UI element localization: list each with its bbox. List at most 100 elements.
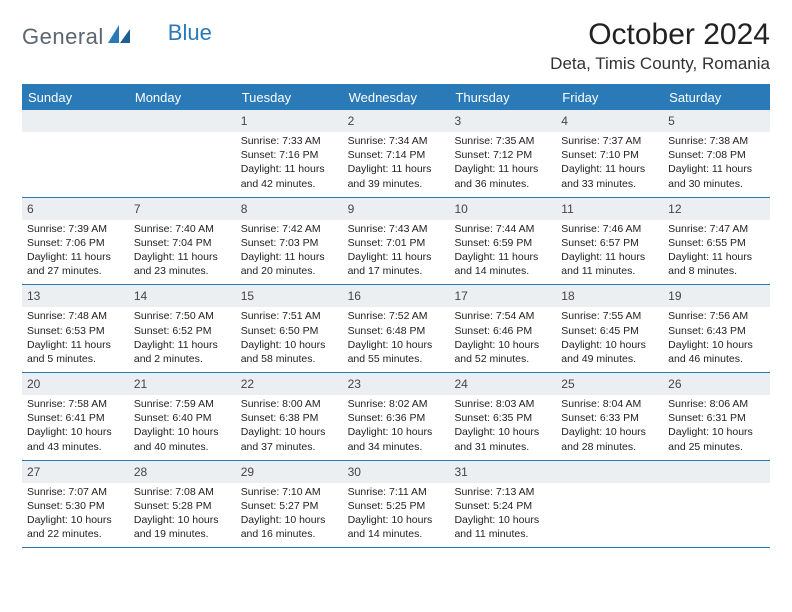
day-number: 5 [668,114,675,128]
day-cell: 28Sunrise: 7:08 AMSunset: 5:28 PMDayligh… [129,461,236,548]
day-details: Sunrise: 7:42 AMSunset: 7:03 PMDaylight:… [236,220,343,285]
day-details: Sunrise: 7:54 AMSunset: 6:46 PMDaylight:… [449,307,556,372]
day-number-bar: 31 [449,461,556,483]
day-number: 16 [348,289,361,303]
week-row: 27 Sunrise: 7:07 AMSunset: 5:30 PMDayligh… [22,461,770,549]
day-header: Wednesday [343,86,450,110]
day-number: 4 [561,114,568,128]
day-number-bar: 3 [449,110,556,132]
day-number: 23 [348,377,361,391]
day-details: Sunrise: 7:56 AMSunset: 6:43 PMDaylight:… [663,307,770,372]
day-number: 28 [134,465,147,479]
day-cell: 20 Sunrise: 7:58 AMSunset: 6:41 PMDayligh… [22,373,129,460]
day-cell: 13 Sunrise: 7:48 AMSunset: 6:53 PMDayligh… [22,285,129,372]
day-cell: 19 Sunrise: 7:56 AMSunset: 6:43 PMDayligh… [663,285,770,372]
day-number: 6 [27,202,34,216]
day-cell: 5Sunrise: 7:38 AMSunset: 7:08 PMDaylight… [663,110,770,197]
day-number-bar: 12 [663,198,770,220]
day-number-bar: 11 [556,198,663,220]
day-number: 20 [27,377,40,391]
day-details: Sunrise: 7:35 AMSunset: 7:12 PMDaylight:… [449,132,556,197]
day-number-bar: 30 [343,461,450,483]
day-number: 24 [454,377,467,391]
day-number-bar: 5 [663,110,770,132]
day-cell: 30Sunrise: 7:11 AMSunset: 5:25 PMDayligh… [343,461,450,548]
day-number: 22 [241,377,254,391]
weeks-container: . . 1 Sunrise: 7:33 AMSunset: 7:16 PMDayl… [22,110,770,548]
day-number-bar: 25 [556,373,663,395]
day-number: 1 [241,114,248,128]
day-cell: 3Sunrise: 7:35 AMSunset: 7:12 PMDaylight… [449,110,556,197]
day-number: 25 [561,377,574,391]
day-number-bar: 18 [556,285,663,307]
day-details: Sunrise: 7:43 AMSunset: 7:01 PMDaylight:… [343,220,450,285]
day-number-bar: 22 [236,373,343,395]
day-cell: 6Sunrise: 7:39 AMSunset: 7:06 PMDaylight… [22,198,129,285]
month-title: October 2024 [550,18,770,52]
day-cell: 4Sunrise: 7:37 AMSunset: 7:10 PMDaylight… [556,110,663,197]
day-number-bar: 24 [449,373,556,395]
day-number-bar: 28 [129,461,236,483]
day-cell: 31Sunrise: 7:13 AMSunset: 5:24 PMDayligh… [449,461,556,548]
day-details: Sunrise: 7:44 AMSunset: 6:59 PMDaylight:… [449,220,556,285]
day-number-bar: 1 [236,110,343,132]
day-number: 12 [668,202,681,216]
day-number: 14 [134,289,147,303]
empty-cell: . [129,110,236,197]
day-number-bar: 8 [236,198,343,220]
day-cell: 26Sunrise: 8:06 AMSunset: 6:31 PMDayligh… [663,373,770,460]
day-cell: 8 Sunrise: 7:42 AMSunset: 7:03 PMDaylight… [236,198,343,285]
day-cell: 12 Sunrise: 7:47 AMSunset: 6:55 PMDayligh… [663,198,770,285]
day-number-bar: 26 [663,373,770,395]
day-details: Sunrise: 7:33 AMSunset: 7:16 PMDaylight:… [236,132,343,197]
day-number-bar: 10 [449,198,556,220]
day-details: Sunrise: 7:11 AMSunset: 5:25 PMDaylight:… [343,483,450,548]
day-details: Sunrise: 7:48 AMSunset: 6:53 PMDaylight:… [22,307,129,372]
day-cell: 15Sunrise: 7:51 AMSunset: 6:50 PMDayligh… [236,285,343,372]
day-header: Friday [556,86,663,110]
day-number: 18 [561,289,574,303]
day-header: Monday [129,86,236,110]
day-cell: 10Sunrise: 7:44 AMSunset: 6:59 PMDayligh… [449,198,556,285]
day-number: 13 [27,289,40,303]
day-details: Sunrise: 7:47 AMSunset: 6:55 PMDaylight:… [663,220,770,285]
day-details: Sunrise: 8:02 AMSunset: 6:36 PMDaylight:… [343,395,450,460]
day-details: Sunrise: 7:46 AMSunset: 6:57 PMDaylight:… [556,220,663,285]
day-number: 2 [348,114,355,128]
empty-cell: . [22,110,129,197]
day-details: Sunrise: 7:52 AMSunset: 6:48 PMDaylight:… [343,307,450,372]
day-number-bar: 14 [129,285,236,307]
day-details: Sunrise: 7:50 AMSunset: 6:52 PMDaylight:… [129,307,236,372]
day-cell: 14 Sunrise: 7:50 AMSunset: 6:52 PMDayligh… [129,285,236,372]
day-details: Sunrise: 7:40 AMSunset: 7:04 PMDaylight:… [129,220,236,285]
day-header: Tuesday [236,86,343,110]
day-cell: 9 Sunrise: 7:43 AMSunset: 7:01 PMDaylight… [343,198,450,285]
week-row: 6Sunrise: 7:39 AMSunset: 7:06 PMDaylight… [22,198,770,286]
day-number-bar: . [556,461,663,483]
day-number: 9 [348,202,355,216]
day-number: 8 [241,202,248,216]
day-number-bar: 4 [556,110,663,132]
day-number-bar: 13 [22,285,129,307]
day-details: Sunrise: 7:55 AMSunset: 6:45 PMDaylight:… [556,307,663,372]
day-number-bar: 27 [22,461,129,483]
day-details: Sunrise: 7:58 AMSunset: 6:41 PMDaylight:… [22,395,129,460]
day-details: Sunrise: 8:00 AMSunset: 6:38 PMDaylight:… [236,395,343,460]
header: General Blue October 2024 Deta, Timis Co… [22,18,770,80]
day-cell: 23 Sunrise: 8:02 AMSunset: 6:36 PMDayligh… [343,373,450,460]
day-number: 26 [668,377,681,391]
day-header-row: SundayMondayTuesdayWednesdayThursdayFrid… [22,86,770,110]
day-number: 27 [27,465,40,479]
brand-logo: General Blue [22,18,212,50]
day-number: 31 [454,465,467,479]
day-number: 7 [134,202,141,216]
day-number-bar: 7 [129,198,236,220]
empty-cell: . [663,461,770,548]
day-header: Sunday [22,86,129,110]
day-number: 15 [241,289,254,303]
day-number-bar: 9 [343,198,450,220]
location-text: Deta, Timis County, Romania [550,54,770,74]
day-cell: 1 Sunrise: 7:33 AMSunset: 7:16 PMDaylight… [236,110,343,197]
day-number: 19 [668,289,681,303]
day-details: Sunrise: 7:07 AMSunset: 5:30 PMDaylight:… [22,483,129,548]
